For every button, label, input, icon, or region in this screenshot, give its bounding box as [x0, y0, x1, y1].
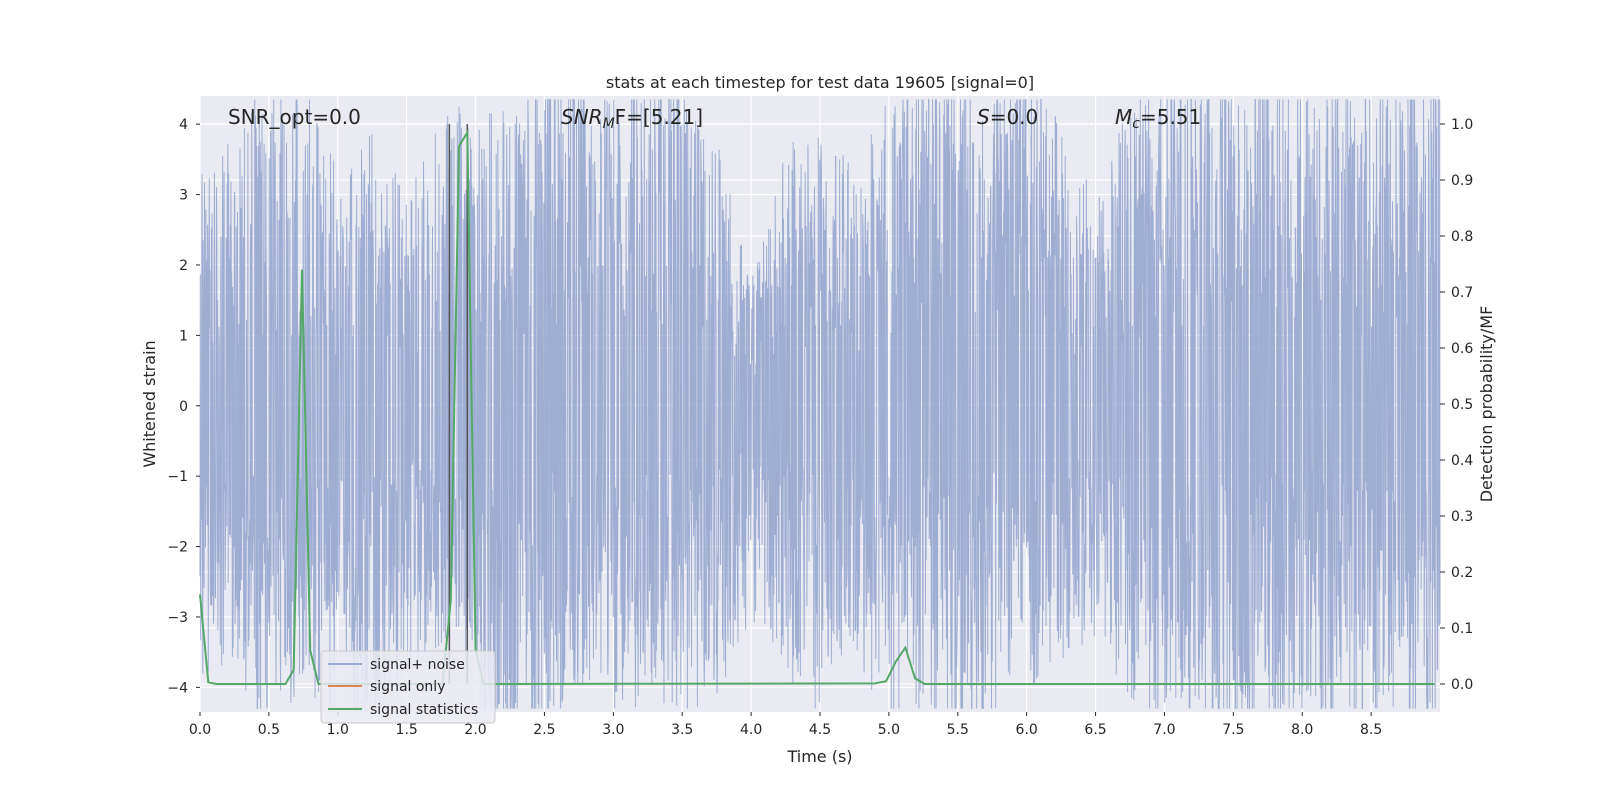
x-axis-label: Time (s) [786, 747, 852, 766]
y-right-tick-label-9: 0.9 [1451, 173, 1473, 189]
y-tick-label-2: −2 [167, 540, 188, 556]
mc-sub: c [1132, 116, 1140, 132]
mc-rest: =5.51 [1140, 105, 1201, 129]
snr-mf-base: SNR [561, 105, 603, 129]
x-tick-label-15: 7.5 [1222, 722, 1244, 738]
y-right-tick-label-1: 0.1 [1451, 621, 1473, 637]
x-tick-label-11: 5.5 [947, 722, 969, 738]
x-tick-labels: 0.0 0.5 1.0 1.5 2.0 2.5 3.0 3.5 4.0 4.5 5.0 5.5 6.0 6… [189, 712, 1382, 738]
x-tick-label-4: 2.0 [464, 722, 486, 738]
y-right-tick-label-10: 1.0 [1451, 117, 1473, 133]
x-tick-label-14: 7.0 [1153, 722, 1175, 738]
s-rest: =0.0 [990, 105, 1039, 129]
legend-label-signal-statistics: signal statistics [370, 702, 478, 718]
y-tick-label-8: 4 [179, 117, 188, 133]
x-tick-label-7: 3.5 [671, 722, 693, 738]
snr-mf-rest: F=[5.21] [615, 105, 703, 129]
y-tick-label-4: 0 [179, 399, 188, 415]
y-right-tick-label-6: 0.6 [1451, 341, 1473, 357]
y-tick-label-5: 1 [179, 328, 188, 344]
y-tick-labels: −4 −3 −2 −1 0 1 2 3 4 [167, 117, 200, 696]
y-axis-label: Whitened strain [140, 340, 159, 467]
y-right-tick-label-4: 0.4 [1451, 453, 1473, 469]
y-right-tick-label-0: 0.0 [1451, 677, 1473, 693]
x-tick-label-6: 3.0 [602, 722, 624, 738]
legend-box [320, 650, 496, 724]
legend: signal+ noise signal only signal statist… [320, 650, 496, 724]
y-right-tick-labels: 0.0 0.1 0.2 0.3 0.4 0.5 0.6 0.7 0.8 0.9 1.0 [1440, 117, 1473, 693]
x-tick-label-3: 1.5 [396, 722, 418, 738]
legend-label-signal-noise: signal+ noise [370, 657, 465, 673]
snr-mf-sub: M [603, 116, 615, 132]
x-tick-label-13: 6.5 [1084, 722, 1106, 738]
annotation-s: S=0.0 [977, 105, 1038, 129]
chart-title: stats at each timestep for test data 196… [606, 73, 1034, 92]
mc-symbol: M [1115, 105, 1132, 129]
series-signal-noise [199, 99, 1441, 709]
series-signal-statistics [199, 128, 1435, 686]
y-tick-label-7: 3 [179, 188, 188, 204]
series-line-signal-statistics [199, 128, 1435, 686]
y-tick-label-6: 2 [179, 258, 188, 274]
y-right-tick-label-7: 0.7 [1451, 285, 1473, 301]
series-line-signal-noise [199, 99, 1441, 709]
y-tick-label-0: −4 [167, 680, 188, 696]
legend-label-signal-only: signal only [370, 679, 445, 695]
x-tick-label-5: 2.5 [533, 722, 555, 738]
annotation-snr-opt: SNR_opt=0.0 [228, 105, 361, 129]
y-tick-label-1: −3 [167, 610, 188, 626]
x-tick-label-12: 6.0 [1016, 722, 1038, 738]
vertical-markers [448, 124, 469, 684]
annotation-snr-mf: SNRMF=[5.21] [561, 105, 703, 132]
x-tick-label-8: 4.0 [740, 722, 762, 738]
y-right-tick-label-2: 0.2 [1451, 565, 1473, 581]
annotation-mc: Mc=5.51 [1115, 105, 1201, 132]
y-tick-label-3: −1 [167, 469, 188, 485]
x-tick-label-2: 1.0 [327, 722, 349, 738]
x-tick-label-10: 5.0 [878, 722, 900, 738]
s-symbol: S [977, 105, 990, 129]
x-tick-label-1: 0.5 [258, 722, 280, 738]
x-tick-label-17: 8.5 [1360, 722, 1382, 738]
x-tick-label-16: 8.0 [1291, 722, 1313, 738]
y-right-tick-label-8: 0.8 [1451, 229, 1473, 245]
y-right-tick-label-5: 0.5 [1451, 397, 1473, 413]
y-right-tick-label-3: 0.3 [1451, 509, 1473, 525]
y-right-axis-label: Detection probability/MF [1477, 306, 1496, 503]
x-tick-label-0: 0.0 [189, 722, 211, 738]
x-tick-label-9: 4.5 [809, 722, 831, 738]
